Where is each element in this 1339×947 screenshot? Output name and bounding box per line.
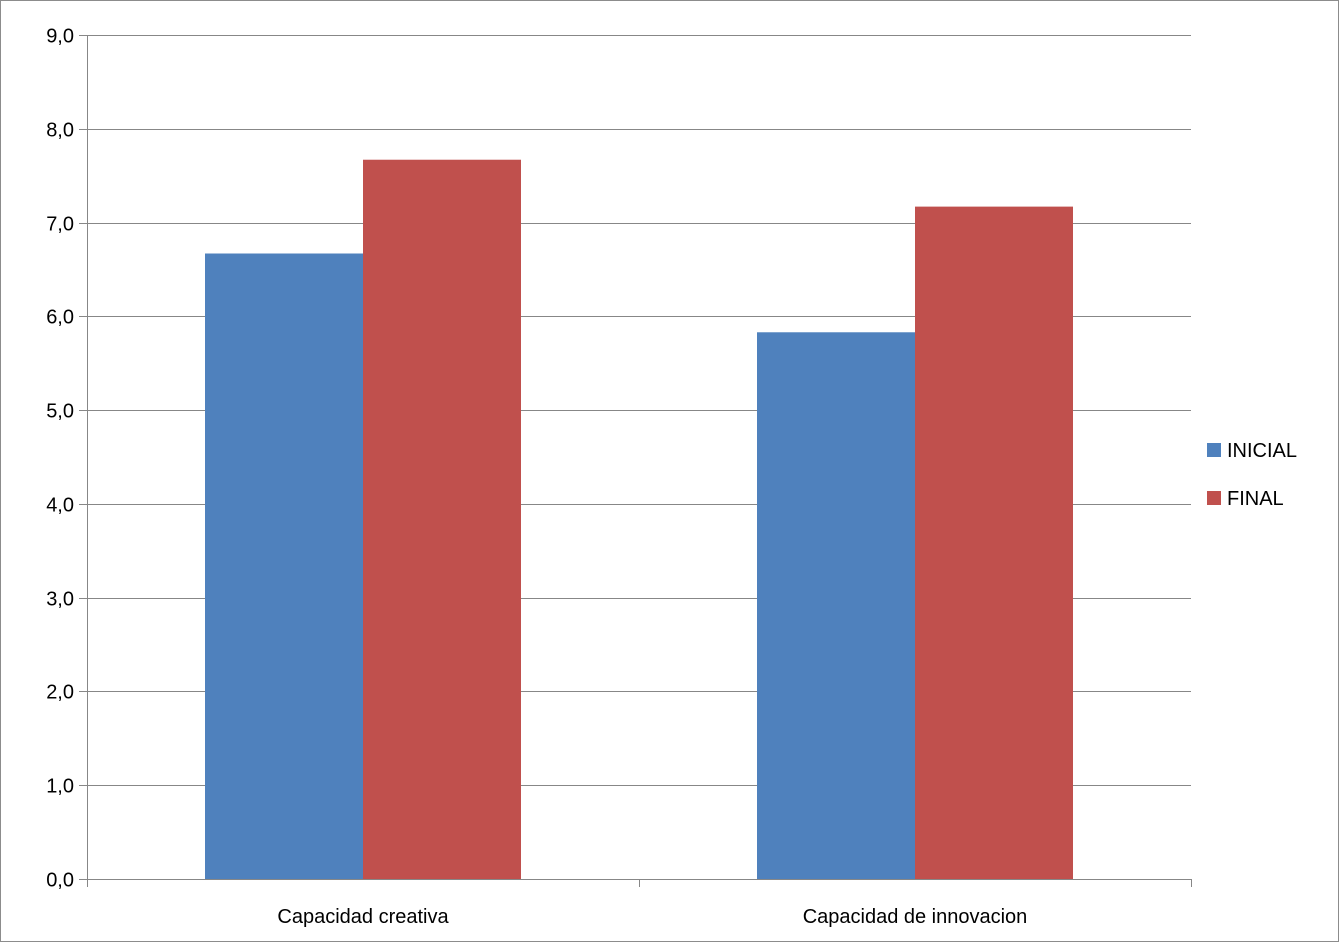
bar-inicial [205,253,363,880]
y-tick-label: 9,0 [46,26,74,48]
y-tick-label: 4,0 [46,495,74,517]
legend: INICIAL FINAL [1207,440,1297,510]
x-tick-label: Capacidad de innovacion [803,906,1028,928]
legend-label-inicial: INICIAL [1227,440,1297,462]
legend-label-final: FINAL [1227,488,1284,510]
y-tick-label: 1,0 [46,776,74,798]
bars [205,159,1073,880]
legend-swatch-inicial [1207,443,1221,457]
y-tick-label: 2,0 [46,682,74,704]
y-tick-label: 0,0 [46,870,74,892]
bar-final [915,206,1073,879]
x-tick-label: Capacidad creativa [277,906,449,928]
y-tick-label: 3,0 [46,589,74,611]
y-tick-label: 5,0 [46,401,74,423]
y-tick-label: 8,0 [46,120,74,142]
y-tick-label: 6,0 [46,307,74,329]
axes [79,35,1192,887]
bar-inicial [757,332,915,880]
bar-final [363,159,521,880]
axis-labels: 0,0 1,0 2,0 3,0 4,0 5,0 6,0 7,0 8,0 9,0 Capacidad … [46,26,1027,929]
y-tick-label: 7,0 [46,214,74,236]
legend-swatch-final [1207,491,1221,505]
